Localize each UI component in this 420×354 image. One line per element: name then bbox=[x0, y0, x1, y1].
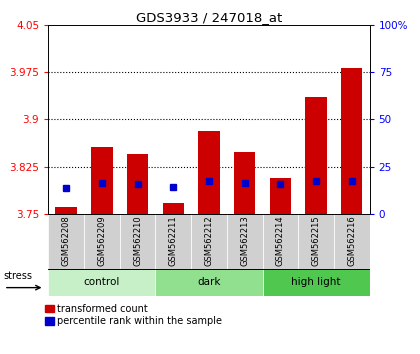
Bar bbox=[84, 214, 120, 269]
Bar bbox=[155, 214, 191, 269]
Bar bbox=[227, 214, 262, 269]
Bar bbox=[234, 152, 255, 214]
Bar bbox=[120, 214, 155, 269]
Bar bbox=[270, 178, 291, 214]
Bar bbox=[48, 269, 155, 296]
Bar bbox=[198, 131, 220, 214]
Text: stress: stress bbox=[4, 272, 33, 281]
Bar bbox=[262, 269, 370, 296]
Text: dark: dark bbox=[197, 277, 220, 287]
Text: GSM562213: GSM562213 bbox=[240, 215, 249, 266]
Bar bbox=[298, 214, 334, 269]
Text: GSM562210: GSM562210 bbox=[133, 215, 142, 266]
Bar bbox=[48, 214, 84, 269]
Text: GSM562212: GSM562212 bbox=[205, 215, 213, 266]
Bar bbox=[127, 154, 148, 214]
Bar bbox=[163, 203, 184, 214]
Bar bbox=[334, 214, 370, 269]
Text: GSM562211: GSM562211 bbox=[169, 215, 178, 266]
Bar bbox=[55, 207, 77, 214]
Bar bbox=[191, 214, 227, 269]
Text: GSM562209: GSM562209 bbox=[97, 215, 106, 266]
Bar bbox=[155, 269, 262, 296]
Bar bbox=[262, 214, 298, 269]
Bar bbox=[91, 147, 113, 214]
Text: control: control bbox=[84, 277, 120, 287]
Legend: transformed count, percentile rank within the sample: transformed count, percentile rank withi… bbox=[45, 304, 223, 326]
Bar bbox=[341, 68, 362, 214]
Bar bbox=[305, 97, 327, 214]
Text: GSM562215: GSM562215 bbox=[312, 215, 320, 266]
Text: GSM562216: GSM562216 bbox=[347, 215, 356, 266]
Text: GSM562208: GSM562208 bbox=[62, 215, 71, 266]
Title: GDS3933 / 247018_at: GDS3933 / 247018_at bbox=[136, 11, 282, 24]
Text: high light: high light bbox=[291, 277, 341, 287]
Text: GSM562214: GSM562214 bbox=[276, 215, 285, 266]
